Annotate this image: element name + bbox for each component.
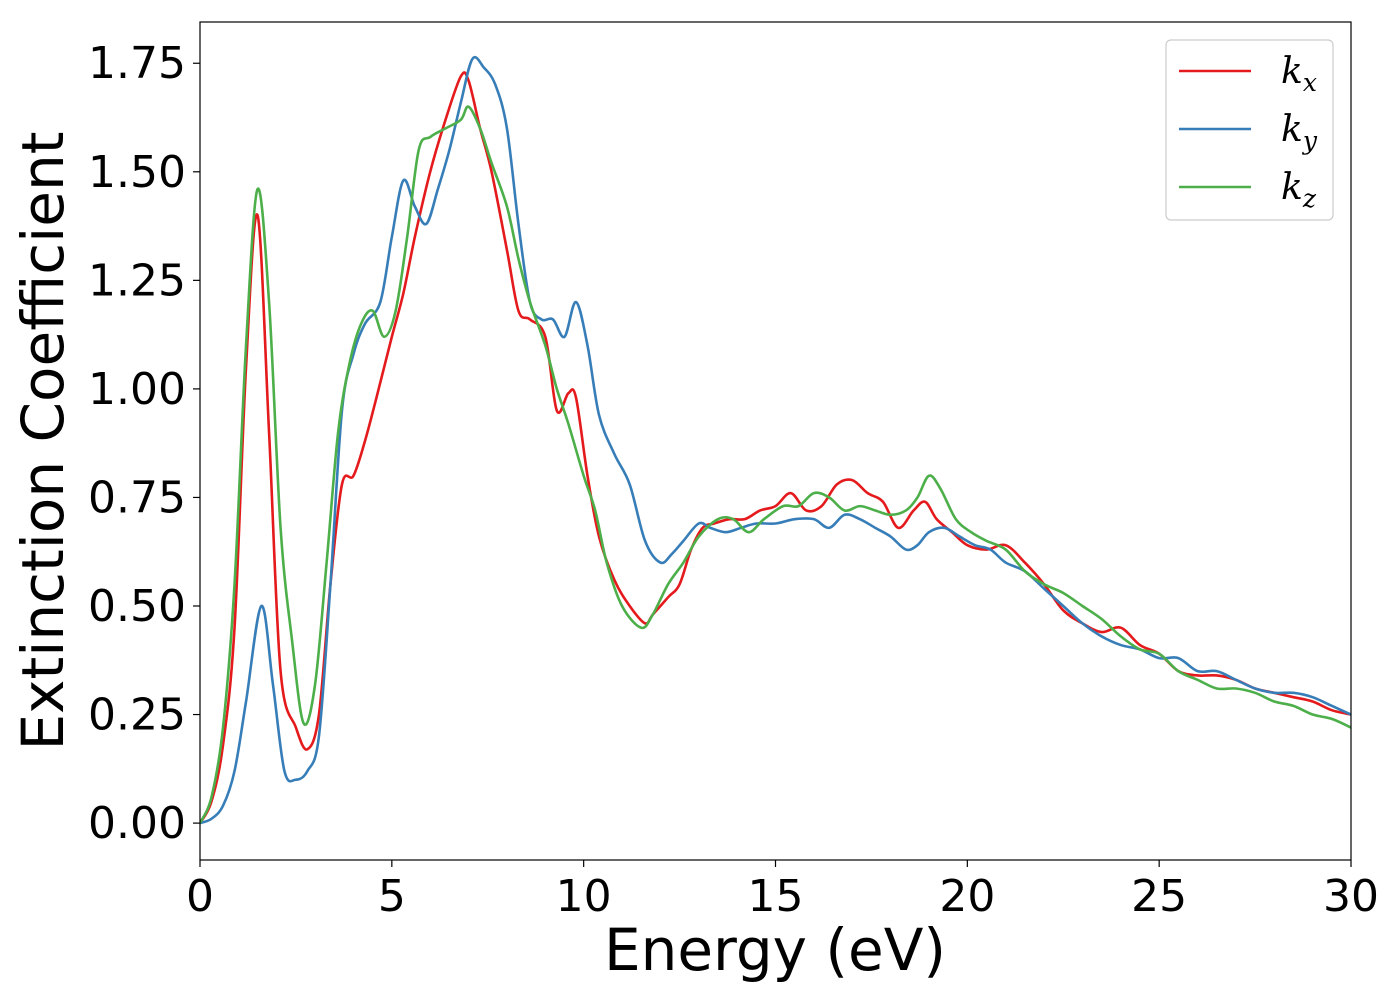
x-tick-label: 20 bbox=[939, 871, 995, 922]
x-tick-label: 0 bbox=[186, 871, 214, 922]
y-axis-title: Extinction Coefficient bbox=[9, 132, 77, 751]
x-tick-label: 5 bbox=[378, 871, 406, 922]
y-tick-label: 1.50 bbox=[88, 147, 186, 198]
y-tick-label: 0.25 bbox=[88, 690, 186, 741]
x-axis-ticks: 0 5 10 15 20 25 30 bbox=[186, 860, 1379, 922]
x-tick-label: 15 bbox=[748, 871, 804, 922]
y-tick-label: 0.75 bbox=[88, 472, 186, 523]
y-tick-label: 1.25 bbox=[88, 255, 186, 306]
x-tick-label: 10 bbox=[556, 871, 612, 922]
x-tick-label: 30 bbox=[1323, 871, 1379, 922]
y-tick-label: 0.00 bbox=[88, 798, 186, 849]
y-tick-label: 0.50 bbox=[88, 581, 186, 632]
y-tick-label: 1.00 bbox=[88, 364, 186, 415]
y-axis-ticks: 0.00 0.25 0.50 0.75 1.00 1.25 1.50 1.75 bbox=[88, 38, 200, 849]
y-tick-label: 1.75 bbox=[88, 38, 186, 89]
x-axis-title: Energy (eV) bbox=[604, 916, 946, 984]
x-tick-label: 25 bbox=[1131, 871, 1187, 922]
